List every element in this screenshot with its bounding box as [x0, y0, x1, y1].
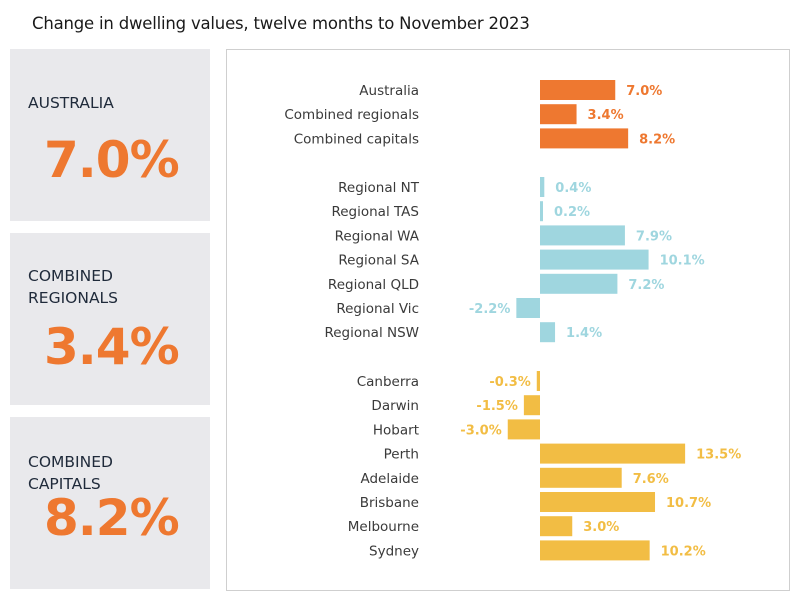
data-label: 7.2% [628, 278, 664, 293]
chart-title: Change in dwelling values, twelve months… [32, 14, 530, 33]
category-label: Combined regionals [284, 107, 419, 123]
category-label: Adelaide [360, 471, 419, 487]
bar [540, 201, 543, 222]
data-label: 3.4% [588, 108, 624, 123]
bar [540, 540, 650, 561]
bar [516, 298, 540, 318]
stat-card-value: 7.0% [44, 131, 180, 189]
bar [523, 395, 540, 416]
bar [540, 80, 616, 100]
category-label: Darwin [371, 398, 419, 414]
category-label: Sydney [369, 543, 419, 559]
category-label: Perth [384, 447, 419, 463]
category-label: Regional NT [338, 180, 420, 196]
data-label: 1.4% [566, 326, 602, 341]
category-label: Regional SA [338, 253, 419, 269]
data-label: -2.2% [469, 302, 510, 317]
bar [540, 516, 573, 537]
bar [540, 322, 556, 343]
bar [540, 225, 625, 246]
bar [540, 443, 686, 464]
category-label: Regional WA [335, 228, 420, 244]
bar-chart: Australia 7.0% Combined regionals 3.4% Combi… [284, 80, 741, 561]
category-label: Hobart [373, 422, 419, 438]
bar [540, 177, 545, 197]
data-label: 3.0% [583, 520, 619, 535]
stat-card-label: AUSTRALIA [28, 94, 114, 112]
data-label: 0.2% [554, 205, 590, 220]
stat-card-combined-regionals: COMBINED REGIONALS 3.4% [10, 233, 210, 405]
data-label: -1.5% [476, 399, 517, 414]
bar [540, 492, 656, 512]
category-label: Brisbane [360, 495, 419, 511]
bar [540, 128, 629, 149]
stat-card-value: 3.4% [44, 318, 180, 376]
chart-panel: Australia 7.0% Combined regionals 3.4% Combi… [226, 49, 790, 591]
category-label: Melbourne [348, 519, 419, 535]
stat-card-label: COMBINED CAPITALS [28, 453, 113, 493]
stat-card-value: 8.2% [44, 489, 180, 547]
category-label: Canberra [357, 374, 419, 390]
bar [536, 371, 540, 391]
category-label: Combined capitals [294, 131, 419, 147]
category-label: Regional QLD [328, 277, 419, 293]
category-label: Regional NSW [324, 325, 419, 341]
bar [540, 467, 622, 488]
data-label: -0.3% [489, 375, 530, 390]
category-label: Regional Vic [336, 301, 419, 317]
data-label: 7.9% [636, 229, 672, 244]
data-label: 0.4% [555, 181, 591, 196]
stat-card-combined-capitals: COMBINED CAPITALS 8.2% [10, 417, 210, 589]
data-label: 10.7% [666, 496, 711, 511]
bar [540, 104, 577, 125]
data-label: 7.6% [633, 472, 669, 487]
data-label: -3.0% [460, 423, 501, 438]
data-label: 7.0% [626, 84, 662, 99]
stat-card-australia: AUSTRALIA 7.0% [10, 49, 210, 221]
category-label: Australia [359, 83, 419, 99]
stat-card-label: COMBINED REGIONALS [28, 267, 119, 307]
category-label: Regional TAS [331, 204, 419, 220]
data-label: 10.2% [661, 544, 706, 559]
data-label: 10.1% [660, 254, 705, 269]
data-label: 13.5% [696, 448, 741, 463]
data-label: 8.2% [639, 132, 675, 147]
bar [507, 419, 540, 440]
bar [540, 249, 649, 270]
bar [540, 273, 618, 294]
